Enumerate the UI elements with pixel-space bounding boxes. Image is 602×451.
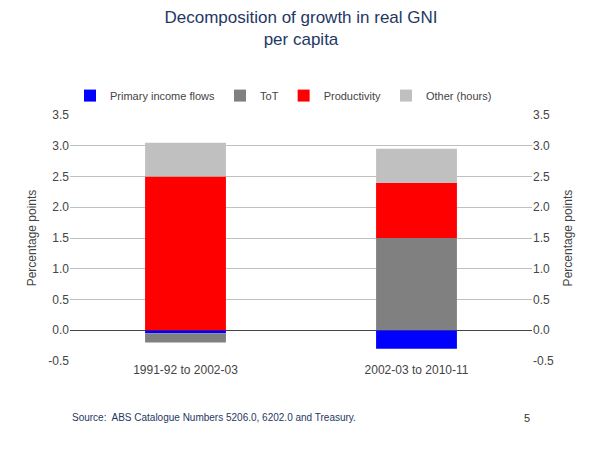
svg-text:ToT: ToT	[260, 90, 279, 102]
svg-text:1.0: 1.0	[52, 262, 69, 276]
svg-text:1.5: 1.5	[52, 231, 69, 245]
svg-text:Percentage points: Percentage points	[25, 190, 39, 287]
svg-text:2.5: 2.5	[52, 170, 69, 184]
svg-text:3.5: 3.5	[52, 108, 69, 122]
svg-text:Productivity: Productivity	[324, 90, 381, 102]
svg-text:Percentage points: Percentage points	[561, 190, 575, 287]
svg-text:1991-92 to 2002-03: 1991-92 to 2002-03	[133, 363, 238, 377]
svg-text:0.5: 0.5	[52, 293, 69, 307]
svg-text:3.5: 3.5	[533, 108, 550, 122]
svg-text:0.0: 0.0	[52, 323, 69, 337]
svg-text:1.5: 1.5	[533, 231, 550, 245]
svg-text:2002-03 to 2010-11: 2002-03 to 2010-11	[365, 363, 469, 377]
svg-text:2.5: 2.5	[533, 170, 550, 184]
svg-text:-0.5: -0.5	[48, 354, 69, 368]
svg-text:3.0: 3.0	[52, 139, 69, 153]
svg-text:-0.5: -0.5	[533, 354, 554, 368]
svg-text:1.0: 1.0	[533, 262, 550, 276]
svg-text:5: 5	[524, 412, 530, 424]
svg-text:3.0: 3.0	[533, 139, 550, 153]
svg-text:2.0: 2.0	[52, 200, 69, 214]
svg-text:2.0: 2.0	[533, 200, 550, 214]
svg-text:Source: ABS Catalogue Numbers: Source: ABS Catalogue Numbers 5206.0, 62…	[72, 412, 356, 423]
svg-text:Decomposition of growth in rea: Decomposition of growth in real GNIper c…	[164, 8, 437, 49]
svg-text:0.5: 0.5	[533, 293, 550, 307]
svg-text:Other (hours): Other (hours)	[426, 90, 491, 102]
svg-text:Primary income flows: Primary income flows	[110, 90, 215, 102]
svg-text:0.0: 0.0	[533, 323, 550, 337]
